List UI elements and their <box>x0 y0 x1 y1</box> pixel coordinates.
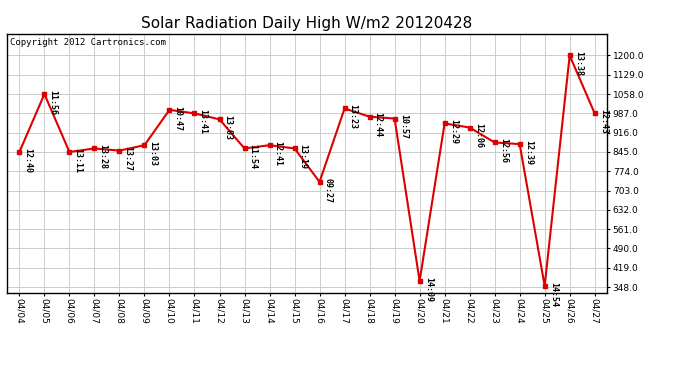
Text: 13:11: 13:11 <box>74 148 83 173</box>
Text: 13:23: 13:23 <box>348 104 357 129</box>
Text: 12:29: 12:29 <box>448 119 457 144</box>
Text: 13:41: 13:41 <box>199 109 208 134</box>
Text: 12:06: 12:06 <box>474 123 483 148</box>
Title: Solar Radiation Daily High W/m2 20120428: Solar Radiation Daily High W/m2 20120428 <box>141 16 473 31</box>
Text: 12:39: 12:39 <box>524 140 533 165</box>
Text: 12:43: 12:43 <box>599 109 608 134</box>
Text: 12:44: 12:44 <box>374 112 383 138</box>
Text: 10:47: 10:47 <box>174 106 183 130</box>
Text: 13:27: 13:27 <box>124 147 132 171</box>
Text: 13:03: 13:03 <box>148 141 157 166</box>
Text: 13:38: 13:38 <box>574 51 583 76</box>
Text: 12:40: 12:40 <box>23 148 32 173</box>
Text: 13:19: 13:19 <box>299 144 308 169</box>
Text: Copyright 2012 Cartronics.com: Copyright 2012 Cartronics.com <box>10 38 166 46</box>
Text: 12:56: 12:56 <box>499 138 508 163</box>
Text: 10:57: 10:57 <box>399 114 408 140</box>
Text: 11:54: 11:54 <box>248 144 257 169</box>
Text: 14:54: 14:54 <box>549 282 558 307</box>
Text: 13:28: 13:28 <box>99 144 108 169</box>
Text: 12:41: 12:41 <box>274 141 283 166</box>
Text: 09:27: 09:27 <box>324 178 333 203</box>
Text: 13:03: 13:03 <box>224 115 233 140</box>
Text: 11:56: 11:56 <box>48 90 57 115</box>
Text: 14:09: 14:09 <box>424 277 433 302</box>
